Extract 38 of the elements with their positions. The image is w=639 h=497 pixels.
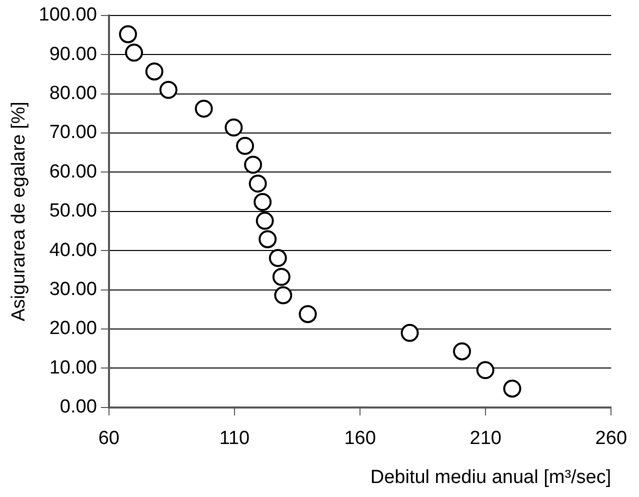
x-tick-label: 160	[344, 428, 376, 450]
point	[194, 100, 213, 118]
point	[244, 156, 262, 174]
point	[274, 286, 292, 304]
y-tick-label: 30.00	[49, 279, 97, 300]
point	[125, 44, 144, 62]
y-axis-title: Asigurarea de egalare [%]	[8, 102, 30, 322]
y-tick-label: 20.00	[49, 318, 97, 340]
point	[476, 361, 494, 380]
point	[503, 380, 522, 398]
y-tick-label: 40.00	[49, 240, 97, 261]
y-tick-label: 90.00	[49, 44, 97, 65]
point	[254, 192, 272, 211]
point	[236, 136, 254, 155]
y-tick-label: 10.00	[49, 357, 97, 378]
point	[452, 342, 471, 360]
point	[400, 324, 419, 342]
point	[248, 174, 267, 193]
y-tick-label: 60.00	[49, 161, 97, 182]
point	[298, 305, 317, 324]
point	[119, 25, 137, 44]
x-axis-title: Debitul mediu anual [m³/sec]	[370, 466, 612, 488]
y-tick-label: 50.00	[49, 200, 97, 222]
point	[224, 118, 243, 137]
point	[258, 230, 277, 248]
point	[256, 212, 274, 230]
x-tick-label: 210	[470, 428, 502, 450]
x-tick-label: 110	[219, 428, 250, 450]
point	[159, 80, 178, 99]
point	[268, 249, 287, 268]
point	[272, 268, 290, 286]
x-tick-label: 60	[98, 428, 120, 450]
y-tick-label: 80.00	[49, 83, 97, 104]
y-tick-label: 0.00	[60, 396, 97, 418]
y-tick-label: 70.00	[49, 122, 97, 144]
point	[145, 62, 164, 80]
x-tick-label: 260	[595, 428, 627, 450]
y-tick-label: 100.00	[38, 4, 97, 26]
